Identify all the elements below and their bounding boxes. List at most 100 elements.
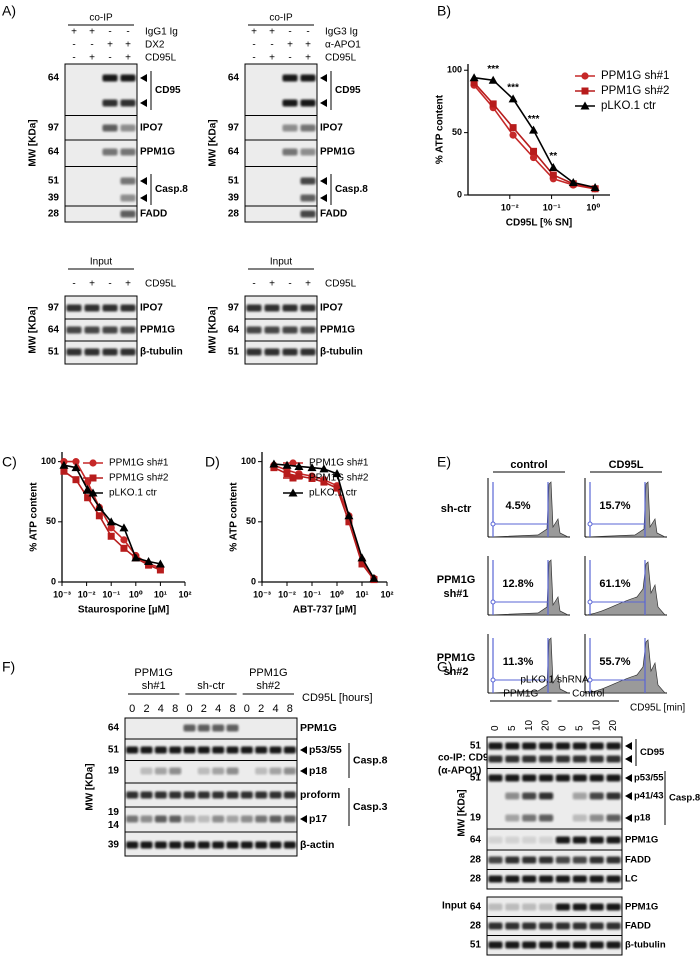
group-label: PPM1G <box>249 667 288 679</box>
lane-label: 8 <box>287 703 293 715</box>
mw-marker: 19 <box>108 766 120 777</box>
blot-band <box>169 767 182 775</box>
blot-band <box>572 836 587 844</box>
blot-band <box>126 815 139 823</box>
lane-label: 2 <box>143 703 149 715</box>
blot-band <box>488 774 503 782</box>
blot-band <box>538 903 554 911</box>
group-label: sh#1 <box>142 680 166 692</box>
mw-marker: 39 <box>48 193 60 204</box>
gate-percent: 61.1% <box>599 578 630 590</box>
condition-sign: - <box>252 40 255 51</box>
group-label: sh#2 <box>256 680 280 692</box>
blot-band <box>572 875 587 883</box>
band-label: p41/43 <box>634 791 664 802</box>
x-axis-label: CD95L [% SN] <box>506 218 573 229</box>
band-label: PPM1G <box>140 147 175 158</box>
y-axis-label: % ATP content <box>229 482 240 552</box>
lane-label: 10 <box>591 719 602 731</box>
point <box>270 464 278 472</box>
blot-band <box>154 815 167 823</box>
blot-band <box>589 856 604 864</box>
condition-name: CD95L <box>145 53 177 64</box>
blot-band <box>538 755 554 763</box>
row-label: PPM1G <box>437 652 476 664</box>
condition-sign: + <box>89 279 95 290</box>
blot-band <box>126 746 139 754</box>
mw-marker: 64 <box>470 835 482 846</box>
mw-marker: 64 <box>48 73 60 84</box>
blot-band <box>488 742 503 750</box>
point <box>72 476 80 484</box>
point <box>295 472 303 480</box>
gate-percent: 15.7% <box>599 500 630 512</box>
lane-label: 0 <box>186 703 192 715</box>
point <box>94 502 104 511</box>
blot-band <box>183 791 196 799</box>
blot-band <box>589 742 604 750</box>
condition-sign: + <box>89 27 95 38</box>
mw-marker: 51 <box>48 347 60 358</box>
point <box>71 463 81 472</box>
panel-label: F) <box>2 659 15 675</box>
blot-band <box>572 774 587 782</box>
point <box>155 559 165 568</box>
blot-band <box>505 903 520 911</box>
blot-band <box>538 875 554 883</box>
condition-name: α-APO1 <box>325 40 361 51</box>
condition-sign: - <box>252 279 255 290</box>
condition-sign: + <box>251 27 257 38</box>
blot-band <box>589 941 604 949</box>
blot-band <box>282 74 298 82</box>
point <box>120 536 128 544</box>
lane-label: 8 <box>229 703 235 715</box>
blot-band <box>300 304 316 312</box>
band-label: FADD <box>625 855 651 866</box>
blot-band <box>255 815 268 823</box>
mw-marker: 51 <box>48 176 60 187</box>
bracket-label: Casp.8 <box>669 793 700 804</box>
blot-band <box>154 791 167 799</box>
y-tick-label: 100 <box>447 65 462 75</box>
blot-band <box>183 815 196 823</box>
legend-marker <box>88 488 98 497</box>
point <box>59 460 69 469</box>
point <box>529 153 538 162</box>
blot-band <box>572 792 587 800</box>
band-label: β-tubulin <box>625 940 666 951</box>
point <box>84 478 92 486</box>
blot-band <box>154 767 167 775</box>
blot-band <box>183 724 196 732</box>
band-label: LC <box>625 874 638 885</box>
blot-band <box>589 814 604 822</box>
point <box>369 573 379 582</box>
blot-band <box>555 903 571 911</box>
mw-marker: 64 <box>228 147 240 158</box>
blot-band <box>120 210 136 218</box>
point <box>131 553 141 562</box>
point <box>469 73 479 82</box>
blot-band <box>589 774 604 782</box>
gate-percent: 11.3% <box>503 656 534 668</box>
lane-label: 8 <box>172 703 178 715</box>
x-axis-label: Staurosporine [µM] <box>78 605 169 616</box>
point <box>307 463 317 472</box>
band-label: PPM1G <box>320 325 355 336</box>
point <box>294 461 304 470</box>
legend-marker <box>288 488 298 497</box>
blot-band <box>264 304 280 312</box>
blot-band <box>246 348 262 356</box>
lane-label: 4 <box>215 703 221 715</box>
point <box>84 494 92 502</box>
legend-marker <box>580 101 590 110</box>
blot-band <box>505 792 520 800</box>
band-arrow <box>320 194 327 202</box>
mw-marker: 97 <box>228 303 240 314</box>
blot-band <box>240 791 253 799</box>
blot-band <box>126 791 139 799</box>
blot-band <box>488 836 503 844</box>
point <box>345 518 353 526</box>
condition-sign: - <box>108 279 111 290</box>
blot-band <box>522 792 537 800</box>
blot-band <box>197 841 210 849</box>
